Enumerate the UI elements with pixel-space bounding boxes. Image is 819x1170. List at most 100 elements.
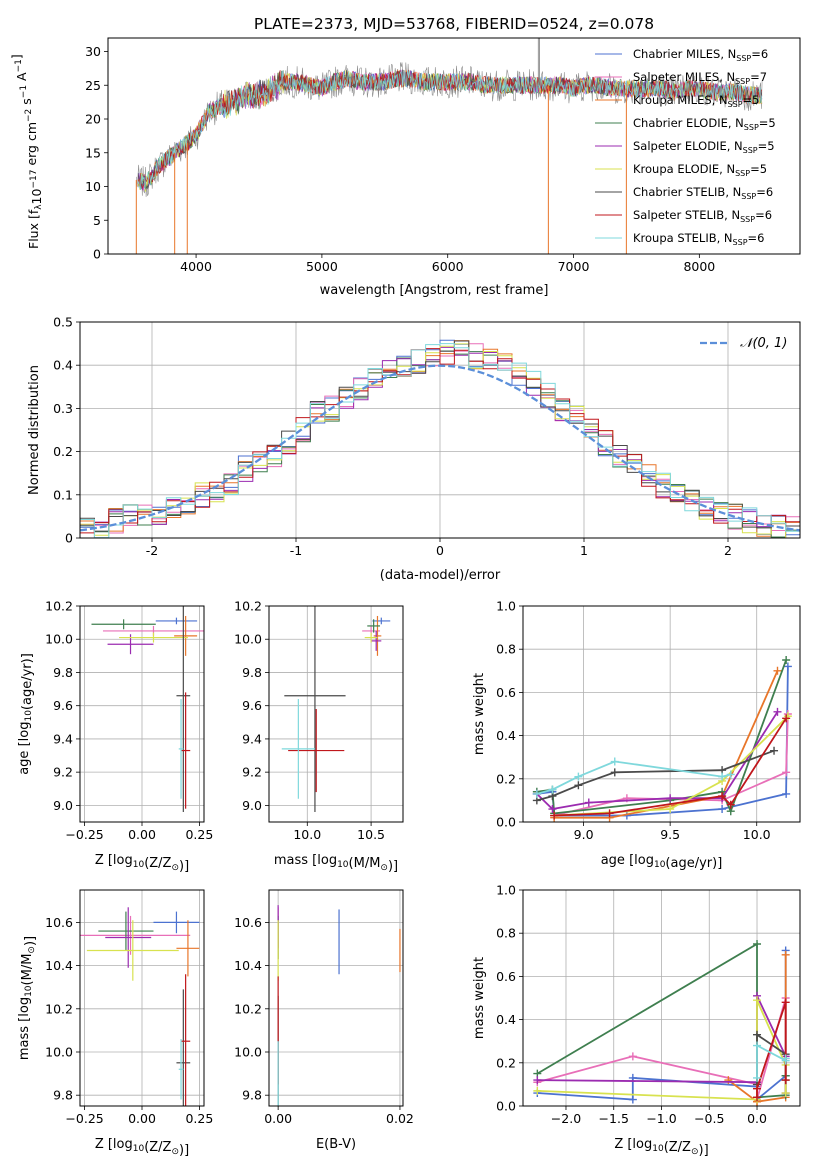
data-point (367, 619, 381, 633)
text-part: −1 (19, 85, 29, 98)
weight-marker (753, 1084, 762, 1093)
data-point (373, 615, 382, 656)
y-tick-label: 10 (85, 179, 101, 194)
text-part: Kroupa STELIB, N (633, 231, 733, 245)
text-part: mass [log (274, 853, 337, 868)
text-part: (M/M (20, 954, 35, 986)
weight-marker (753, 996, 762, 1005)
weight-marker (666, 805, 675, 814)
axis-label: Z [log10(Z/Z⊙)] (95, 1137, 189, 1158)
text-part: s (19, 98, 34, 109)
text-part: )] (699, 1143, 709, 1158)
plot-frame (268, 605, 404, 823)
y-tick-label: 9.4 (53, 731, 73, 746)
x-tick-label: 10.0 (743, 827, 771, 842)
text-part: 10 (652, 1144, 664, 1154)
x-tick-label: -2 (146, 543, 158, 558)
y-tick-label: 0.0 (496, 815, 516, 830)
text-part: ⊙ (380, 863, 388, 873)
y-tick-label: 0.6 (496, 685, 516, 700)
weight-marker (532, 789, 541, 798)
histogram-step (80, 348, 800, 534)
x-tick-label: 8000 (683, 259, 715, 274)
x-tick-label: 1 (580, 543, 588, 558)
weight-marker (533, 1086, 542, 1095)
x-tick-label: −0.5 (694, 1111, 724, 1126)
y-tick-label: 10.2 (234, 599, 262, 614)
data-point (155, 617, 198, 625)
text-part: 10 (29, 188, 44, 204)
text-part: Flux [f (26, 209, 41, 249)
text-part: 10 (337, 860, 349, 870)
y-tick-label: 0.3 (53, 401, 73, 416)
histogram-step (80, 343, 800, 538)
data-point (153, 911, 200, 934)
legend-label: Salpeter MILES, NSSP=7 (633, 70, 767, 86)
text-part: =5 (758, 139, 775, 153)
x-tick-label: 4000 (180, 259, 212, 274)
text-part: ] (9, 54, 24, 59)
y-tick-label: 10.0 (45, 632, 73, 647)
text-part: age [log (17, 722, 32, 775)
plot-frame (522, 889, 801, 1107)
text-part: ⊙ (691, 1147, 699, 1157)
text-part: Chabrier ELODIE, N (633, 116, 744, 130)
text-part: =5 (759, 116, 776, 130)
text-part: (M/M (349, 856, 381, 871)
weight-line (554, 670, 779, 819)
data-point (181, 974, 191, 1106)
text-part: age [log (601, 853, 654, 868)
weight-marker (605, 809, 614, 818)
y-axis-label: mass weight (472, 957, 487, 1039)
weight-marker (726, 800, 735, 809)
weight-marker (782, 656, 791, 664)
y-tick-label: 9.8 (242, 665, 262, 680)
data-point (178, 699, 184, 799)
data-point (98, 911, 154, 951)
y-tick-label: 0.2 (53, 444, 73, 459)
text-part: ⊙ (27, 946, 37, 954)
y-tick-label: 10.6 (234, 915, 262, 930)
axis-label: mass [log10(M/M⊙)] (274, 853, 398, 874)
text-part: SSP (733, 238, 748, 247)
text-part: )] (179, 859, 189, 874)
text-part: (Z/Z (144, 856, 171, 871)
text-part: =6 (755, 208, 772, 222)
histograms (80, 339, 800, 538)
text-part: =6 (751, 47, 768, 61)
x-tick-label: 6000 (432, 259, 464, 274)
y-tick-label: 9.2 (242, 765, 262, 780)
weight-marker (574, 772, 583, 781)
weight-marker (584, 798, 593, 807)
text-part: (age/yr)] (665, 856, 722, 871)
text-part: Chabrier STELIB, N (633, 185, 741, 199)
weight-marker (610, 757, 619, 766)
y-tick-label: 9.6 (242, 698, 262, 713)
text-part: SSP (740, 215, 755, 224)
data-point (119, 632, 188, 643)
y-axis-label-group: mass [log10(M/M⊙)] (17, 936, 38, 1060)
axis-label: Flux [fλ10−17 erg cm−2 s−1 A−1] (9, 54, 44, 249)
y-tick-label: 0.8 (496, 926, 516, 941)
plot-frame (268, 889, 404, 1107)
text-part: 10 (654, 860, 666, 870)
x-tick-label: 10.0 (293, 827, 321, 842)
text-part: SSP (735, 77, 750, 86)
weight-line (536, 711, 779, 810)
legend-label: Chabrier STELIB, NSSP=6 (633, 185, 773, 201)
x-tick-label: 0.25 (185, 827, 213, 842)
data-point (86, 920, 179, 981)
age-vs-mass-panel: 10.0 10.5 9.0 9.2 9.4 9.6 9.8 10.0 10.2 mass [log… (234, 599, 404, 874)
y-tick-label: 20 (85, 112, 101, 127)
spectrum-lines (135, 38, 763, 254)
y-tick-label: 15 (85, 145, 101, 160)
data-point (105, 907, 152, 968)
weight-marker (726, 770, 735, 779)
weight-marker (782, 789, 791, 798)
legend-label: Kroupa MILES, NSSP=5 (633, 93, 759, 109)
x-tick-label: −0.25 (65, 827, 103, 842)
weight-lines (532, 656, 792, 822)
text-part: λ (34, 204, 44, 210)
y-tick-label: 10.0 (234, 632, 262, 647)
